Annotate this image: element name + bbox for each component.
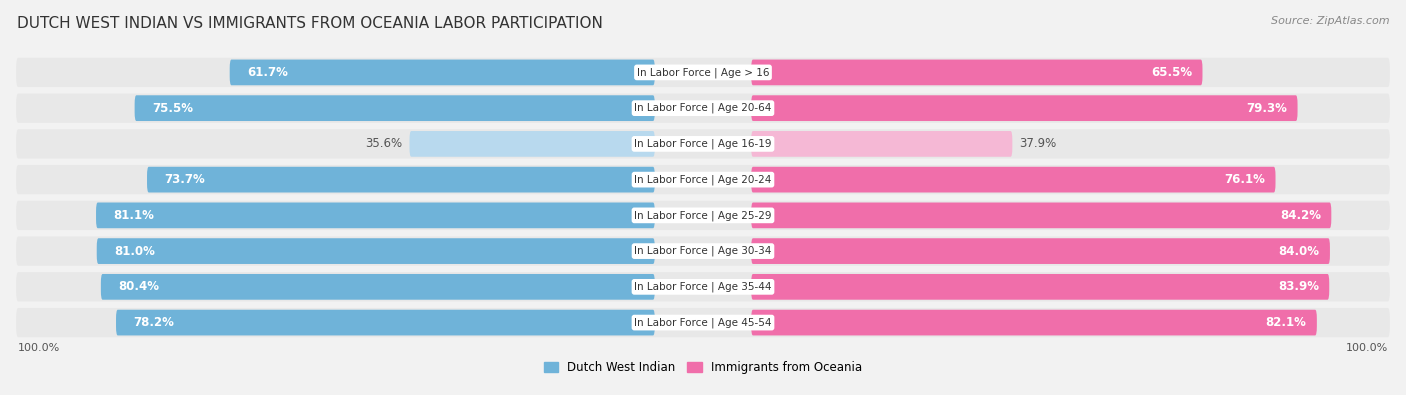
FancyBboxPatch shape (751, 274, 1329, 300)
Text: 65.5%: 65.5% (1152, 66, 1192, 79)
FancyBboxPatch shape (96, 203, 655, 228)
FancyBboxPatch shape (15, 129, 1391, 158)
FancyBboxPatch shape (15, 165, 1391, 194)
Text: In Labor Force | Age 35-44: In Labor Force | Age 35-44 (634, 282, 772, 292)
Text: 35.6%: 35.6% (366, 137, 402, 150)
FancyBboxPatch shape (751, 95, 1298, 121)
FancyBboxPatch shape (15, 308, 1391, 337)
Text: 78.2%: 78.2% (134, 316, 174, 329)
Text: 81.1%: 81.1% (114, 209, 155, 222)
FancyBboxPatch shape (751, 131, 1012, 157)
Text: Source: ZipAtlas.com: Source: ZipAtlas.com (1271, 16, 1389, 26)
Text: In Labor Force | Age 45-54: In Labor Force | Age 45-54 (634, 317, 772, 328)
FancyBboxPatch shape (101, 274, 655, 300)
Text: 82.1%: 82.1% (1265, 316, 1306, 329)
Text: 79.3%: 79.3% (1246, 102, 1288, 115)
Text: In Labor Force | Age 25-29: In Labor Force | Age 25-29 (634, 210, 772, 221)
Text: 84.2%: 84.2% (1279, 209, 1322, 222)
FancyBboxPatch shape (15, 94, 1391, 123)
FancyBboxPatch shape (751, 167, 1275, 192)
Text: In Labor Force | Age 20-64: In Labor Force | Age 20-64 (634, 103, 772, 113)
Text: In Labor Force | Age > 16: In Labor Force | Age > 16 (637, 67, 769, 78)
FancyBboxPatch shape (751, 203, 1331, 228)
FancyBboxPatch shape (751, 60, 1202, 85)
Text: In Labor Force | Age 16-19: In Labor Force | Age 16-19 (634, 139, 772, 149)
Text: 83.9%: 83.9% (1278, 280, 1319, 293)
Text: 100.0%: 100.0% (1347, 342, 1389, 353)
Text: 76.1%: 76.1% (1225, 173, 1265, 186)
Legend: Dutch West Indian, Immigrants from Oceania: Dutch West Indian, Immigrants from Ocean… (540, 357, 866, 378)
Text: 100.0%: 100.0% (17, 342, 59, 353)
Text: 73.7%: 73.7% (165, 173, 205, 186)
Text: 75.5%: 75.5% (152, 102, 193, 115)
FancyBboxPatch shape (751, 310, 1317, 335)
FancyBboxPatch shape (15, 272, 1391, 301)
FancyBboxPatch shape (97, 238, 655, 264)
Text: 37.9%: 37.9% (1019, 137, 1056, 150)
FancyBboxPatch shape (148, 167, 655, 192)
FancyBboxPatch shape (15, 58, 1391, 87)
Text: In Labor Force | Age 30-34: In Labor Force | Age 30-34 (634, 246, 772, 256)
FancyBboxPatch shape (751, 238, 1330, 264)
Text: In Labor Force | Age 20-24: In Labor Force | Age 20-24 (634, 174, 772, 185)
FancyBboxPatch shape (15, 237, 1391, 266)
FancyBboxPatch shape (229, 60, 655, 85)
FancyBboxPatch shape (135, 95, 655, 121)
Text: DUTCH WEST INDIAN VS IMMIGRANTS FROM OCEANIA LABOR PARTICIPATION: DUTCH WEST INDIAN VS IMMIGRANTS FROM OCE… (17, 16, 603, 31)
Text: 61.7%: 61.7% (247, 66, 288, 79)
Text: 81.0%: 81.0% (114, 245, 155, 258)
FancyBboxPatch shape (117, 310, 655, 335)
FancyBboxPatch shape (15, 201, 1391, 230)
FancyBboxPatch shape (409, 131, 655, 157)
Text: 80.4%: 80.4% (118, 280, 159, 293)
Text: 84.0%: 84.0% (1278, 245, 1320, 258)
